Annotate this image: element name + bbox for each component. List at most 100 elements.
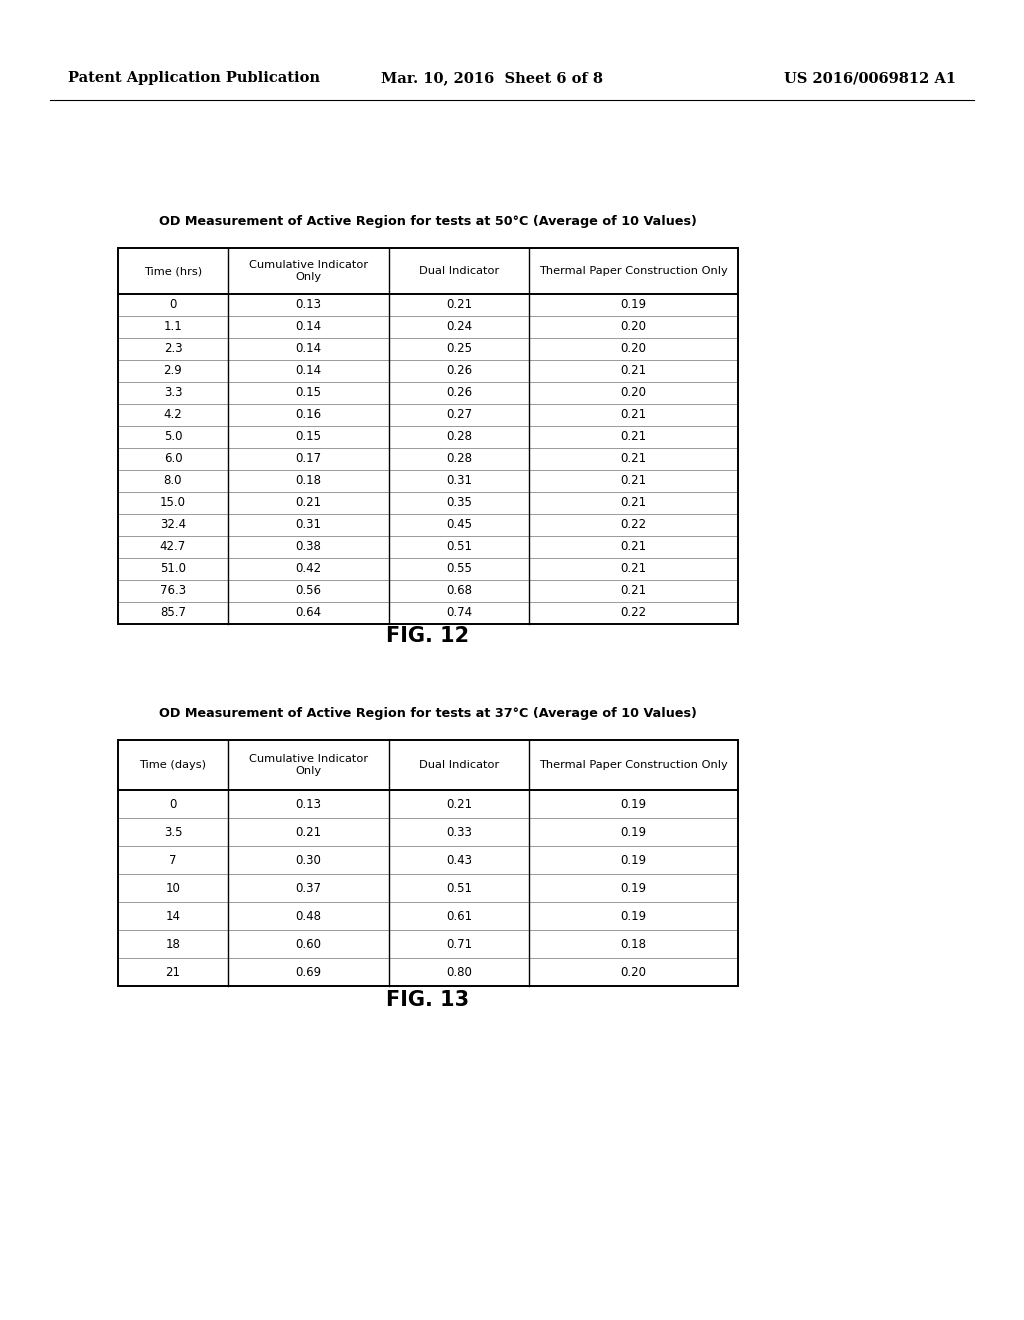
Text: Patent Application Publication: Patent Application Publication [68,71,319,84]
Text: 1.1: 1.1 [164,321,182,334]
Text: 76.3: 76.3 [160,585,186,598]
Text: 3.5: 3.5 [164,825,182,838]
Text: Cumulative Indicator
Only: Cumulative Indicator Only [249,260,368,282]
Text: Thermal Paper Construction Only: Thermal Paper Construction Only [539,760,728,770]
Text: 0.31: 0.31 [446,474,472,487]
Text: 18: 18 [166,937,180,950]
Text: 0.16: 0.16 [296,408,322,421]
Text: 0.19: 0.19 [621,797,646,810]
Text: 0.20: 0.20 [621,321,646,334]
Text: 0.31: 0.31 [296,519,322,532]
Text: 0.22: 0.22 [621,519,646,532]
Text: 21: 21 [166,965,180,978]
Bar [118,741,738,986]
Text: 8.0: 8.0 [164,474,182,487]
Text: Dual Indicator: Dual Indicator [419,760,499,770]
Text: 0.13: 0.13 [296,298,322,312]
Text: 0.26: 0.26 [445,364,472,378]
Text: 0.24: 0.24 [445,321,472,334]
Text: Time (hrs): Time (hrs) [144,267,202,276]
Text: 0.18: 0.18 [621,937,646,950]
Text: 0.35: 0.35 [446,496,472,510]
Text: 32.4: 32.4 [160,519,186,532]
Text: Cumulative Indicator
Only: Cumulative Indicator Only [249,754,368,776]
Text: 0.21: 0.21 [621,474,646,487]
Text: 0.48: 0.48 [296,909,322,923]
Text: Dual Indicator: Dual Indicator [419,267,499,276]
Text: 6.0: 6.0 [164,453,182,466]
Text: 0.19: 0.19 [621,909,646,923]
Text: 15.0: 15.0 [160,496,186,510]
Text: Time (days): Time (days) [139,760,207,770]
Text: 0.27: 0.27 [445,408,472,421]
Text: 0.21: 0.21 [621,453,646,466]
Text: 0.28: 0.28 [446,453,472,466]
Text: 0.80: 0.80 [446,965,472,978]
Text: 0.14: 0.14 [296,364,322,378]
Text: 0.26: 0.26 [445,387,472,400]
Text: 0.38: 0.38 [296,540,322,553]
Text: 42.7: 42.7 [160,540,186,553]
Text: 0.14: 0.14 [296,321,322,334]
Text: 0.42: 0.42 [296,562,322,576]
Text: 0: 0 [169,797,177,810]
Text: 0.19: 0.19 [621,854,646,866]
Text: 0.21: 0.21 [621,540,646,553]
Text: 0.55: 0.55 [446,562,472,576]
Text: 0.69: 0.69 [296,965,322,978]
Text: 0.61: 0.61 [445,909,472,923]
Text: 0.21: 0.21 [621,562,646,576]
Text: 0.45: 0.45 [446,519,472,532]
Text: 0.18: 0.18 [296,474,322,487]
Text: 0.13: 0.13 [296,797,322,810]
Text: 0.51: 0.51 [446,540,472,553]
Text: 0.28: 0.28 [446,430,472,444]
Text: 0.21: 0.21 [621,496,646,510]
Text: FIG. 12: FIG. 12 [386,626,470,645]
Text: 0.21: 0.21 [445,298,472,312]
Text: 0.19: 0.19 [621,882,646,895]
Text: 0.21: 0.21 [621,430,646,444]
Text: 2.3: 2.3 [164,342,182,355]
Text: 0.51: 0.51 [446,882,472,895]
Text: 0.33: 0.33 [446,825,472,838]
Text: 0: 0 [169,298,177,312]
Text: 7: 7 [169,854,177,866]
Text: 0.21: 0.21 [621,408,646,421]
Text: 0.19: 0.19 [621,825,646,838]
Text: 0.43: 0.43 [446,854,472,866]
Text: Thermal Paper Construction Only: Thermal Paper Construction Only [539,267,728,276]
Text: 2.9: 2.9 [164,364,182,378]
Text: FIG. 13: FIG. 13 [386,990,470,1010]
Text: 0.19: 0.19 [621,298,646,312]
Text: 0.64: 0.64 [296,606,322,619]
Text: 0.68: 0.68 [446,585,472,598]
Text: 51.0: 51.0 [160,562,186,576]
Text: 0.56: 0.56 [296,585,322,598]
Text: 0.74: 0.74 [445,606,472,619]
Text: 85.7: 85.7 [160,606,186,619]
Text: 0.14: 0.14 [296,342,322,355]
Bar [118,248,738,624]
Text: 0.20: 0.20 [621,965,646,978]
Text: Mar. 10, 2016  Sheet 6 of 8: Mar. 10, 2016 Sheet 6 of 8 [381,71,603,84]
Text: 0.15: 0.15 [296,430,322,444]
Text: US 2016/0069812 A1: US 2016/0069812 A1 [784,71,956,84]
Text: 10: 10 [166,882,180,895]
Text: 0.21: 0.21 [445,797,472,810]
Text: 5.0: 5.0 [164,430,182,444]
Text: 0.60: 0.60 [296,937,322,950]
Text: OD Measurement of Active Region for tests at 37°C (Average of 10 Values): OD Measurement of Active Region for test… [159,708,697,719]
Text: 0.20: 0.20 [621,342,646,355]
Text: 0.17: 0.17 [296,453,322,466]
Text: 0.30: 0.30 [296,854,322,866]
Text: 0.21: 0.21 [296,496,322,510]
Text: 0.21: 0.21 [621,364,646,378]
Text: 0.71: 0.71 [445,937,472,950]
Text: 0.21: 0.21 [296,825,322,838]
Text: 0.22: 0.22 [621,606,646,619]
Text: 4.2: 4.2 [164,408,182,421]
Text: OD Measurement of Active Region for tests at 50°C (Average of 10 Values): OD Measurement of Active Region for test… [159,215,697,228]
Text: 0.37: 0.37 [296,882,322,895]
Text: 0.21: 0.21 [621,585,646,598]
